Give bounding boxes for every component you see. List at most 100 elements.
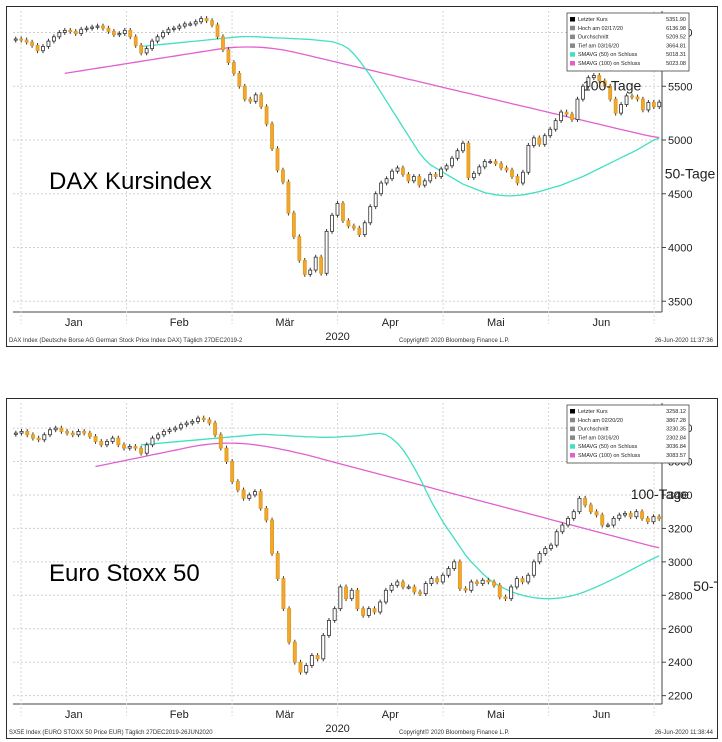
candle xyxy=(84,27,89,30)
candle xyxy=(196,417,200,422)
legend-swatch xyxy=(570,435,575,440)
candle xyxy=(104,441,109,446)
candle xyxy=(566,517,571,526)
candle xyxy=(150,40,154,50)
candle xyxy=(657,516,662,520)
candle xyxy=(497,584,502,598)
candle xyxy=(207,419,212,424)
candle xyxy=(477,166,482,174)
legend-swatch xyxy=(570,43,575,48)
candle xyxy=(450,157,454,167)
candle xyxy=(515,176,520,184)
candle xyxy=(155,36,160,42)
candle xyxy=(46,40,51,47)
candle xyxy=(357,227,362,235)
candle xyxy=(213,422,218,436)
candle xyxy=(41,46,45,52)
legend-value: 5018.31 xyxy=(666,52,686,58)
ma-annotation: 100-Tage xyxy=(583,77,642,93)
candle xyxy=(93,436,98,442)
candle xyxy=(79,28,84,34)
candle xyxy=(379,182,384,195)
candle xyxy=(475,581,479,585)
candle xyxy=(492,581,497,586)
candle xyxy=(258,491,263,509)
legend-value: 3258.12 xyxy=(666,409,686,415)
candle xyxy=(144,48,149,54)
legend-label: Durchschnitt xyxy=(578,427,609,433)
candle xyxy=(549,544,553,549)
candle xyxy=(531,561,536,576)
candle xyxy=(57,32,62,38)
candle xyxy=(150,437,155,446)
candle xyxy=(466,142,471,179)
legend-swatch xyxy=(570,25,575,31)
candle xyxy=(428,173,433,182)
candle xyxy=(617,514,622,519)
legend-label: Letzter Kurs xyxy=(578,409,608,415)
candle xyxy=(42,434,47,441)
candle xyxy=(13,432,18,435)
candle xyxy=(586,77,591,87)
candle xyxy=(127,446,132,449)
candle xyxy=(526,144,531,173)
candle xyxy=(423,583,428,595)
candle xyxy=(623,512,627,516)
candle xyxy=(346,220,351,227)
footer-timestamp: 26-Jun-2020 11:37:36 xyxy=(655,338,714,344)
candle xyxy=(53,427,58,431)
candle xyxy=(597,75,602,82)
legend-label: Letzter Kurs xyxy=(578,17,608,23)
candle xyxy=(395,167,400,172)
candle xyxy=(308,269,313,275)
y-tick-label: 4500 xyxy=(668,189,692,201)
candle xyxy=(48,429,52,436)
candle xyxy=(73,31,78,34)
y-tick-label: 2400 xyxy=(668,657,692,669)
candle xyxy=(275,553,280,579)
candle xyxy=(361,608,366,616)
candle xyxy=(422,180,427,186)
candle xyxy=(611,517,616,526)
candle xyxy=(641,98,645,111)
candle xyxy=(90,26,94,29)
chart-title: DAX Kursindex xyxy=(49,168,212,195)
candle xyxy=(270,123,274,150)
candle xyxy=(122,29,127,34)
candle xyxy=(87,432,92,437)
candle xyxy=(411,176,416,182)
candle xyxy=(349,589,354,600)
candle xyxy=(161,431,166,436)
candle xyxy=(628,512,633,518)
candle xyxy=(608,85,613,100)
candle xyxy=(99,441,104,446)
candle xyxy=(581,85,585,100)
candle xyxy=(412,586,417,593)
candle xyxy=(275,148,280,171)
candle xyxy=(577,497,582,513)
y-tick-label: 4000 xyxy=(668,243,692,255)
candle xyxy=(526,574,531,583)
ma-annotation: 50-Tage xyxy=(693,578,717,594)
legend-value: 3036.84 xyxy=(666,444,686,450)
candle xyxy=(406,586,411,589)
candle xyxy=(651,516,656,523)
month-label: Mai xyxy=(487,317,505,329)
candle xyxy=(106,27,111,32)
candle xyxy=(446,568,451,576)
sma50-line xyxy=(141,432,660,600)
candle xyxy=(341,203,345,222)
y-tick-label: 5000 xyxy=(668,135,692,147)
legend-value: 3083.57 xyxy=(666,453,686,459)
candle xyxy=(372,608,377,613)
candle xyxy=(182,23,187,27)
candle xyxy=(504,167,509,171)
candle xyxy=(368,206,373,224)
candle xyxy=(588,504,593,513)
candle xyxy=(156,434,161,439)
candle xyxy=(188,23,193,26)
legend-swatch xyxy=(570,453,575,458)
candle xyxy=(619,104,623,114)
candle xyxy=(319,256,324,274)
month-label: Feb xyxy=(170,709,189,721)
